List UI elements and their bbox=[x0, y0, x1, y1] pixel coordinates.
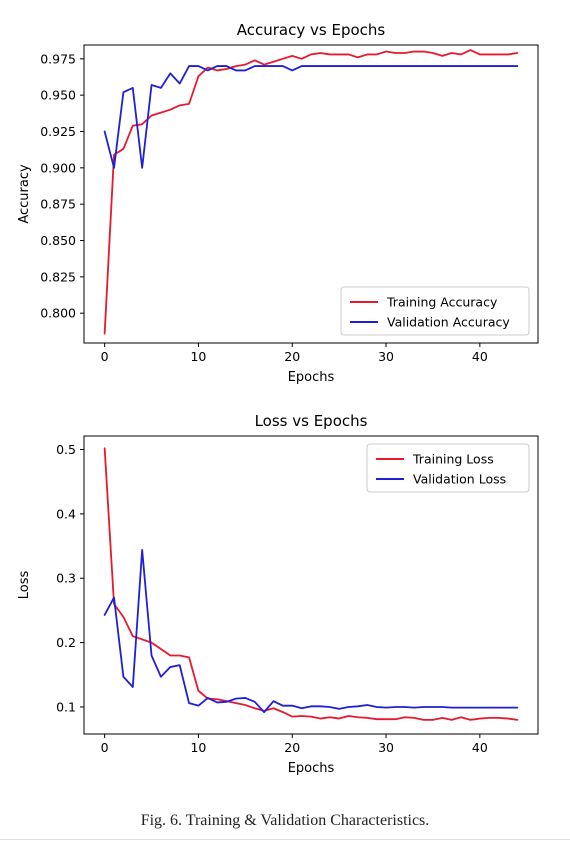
y-axis-label: Loss bbox=[17, 571, 32, 600]
x-axis-label: Epochs bbox=[288, 370, 335, 385]
series-line-training-loss bbox=[103, 447, 519, 721]
series-line-validation-accuracy bbox=[103, 65, 519, 169]
x-tick-label: 30 bbox=[378, 740, 394, 755]
y-tick-label: 0.2 bbox=[56, 635, 76, 650]
x-tick-label: 20 bbox=[284, 349, 300, 364]
y-tick-label: 0.5 bbox=[56, 442, 76, 457]
series-group bbox=[103, 447, 519, 721]
plot-frame bbox=[83, 435, 539, 735]
series-line-training-accuracy bbox=[103, 49, 519, 335]
y-tick-label: 0.900 bbox=[40, 160, 76, 175]
series-line-validation-loss bbox=[103, 549, 519, 714]
legend: Training Accuracy Validation Accuracy bbox=[340, 286, 530, 336]
y-tick-label: 0.875 bbox=[40, 197, 76, 212]
x-tick-label: 0 bbox=[101, 740, 109, 755]
legend-box bbox=[366, 443, 530, 493]
x-axis-label: Epochs bbox=[288, 761, 335, 776]
y-tick-label: 0.800 bbox=[40, 306, 76, 321]
y-axis-label: Accuracy bbox=[17, 164, 32, 224]
y-tick-label: 0.825 bbox=[40, 269, 76, 284]
y-tick-label: 0.4 bbox=[56, 506, 76, 521]
chart-0: Accuracy vs Epochs 0 10 20 30 40 0.800 0.825 0.8… bbox=[17, 21, 539, 385]
series-group bbox=[103, 49, 519, 335]
y-tick-label: 0.975 bbox=[40, 51, 76, 66]
legend-label: Training Accuracy bbox=[386, 295, 498, 310]
legend: Training Loss Validation Loss bbox=[366, 443, 530, 493]
x-tick-label: 20 bbox=[284, 740, 300, 755]
y-tick-label: 0.850 bbox=[40, 233, 76, 248]
x-tick-label: 0 bbox=[101, 349, 109, 364]
chart-title: Loss vs Epochs bbox=[255, 412, 368, 430]
x-tick-label: 30 bbox=[378, 349, 394, 364]
chart-title: Accuracy vs Epochs bbox=[237, 21, 386, 39]
y-tick-label: 0.3 bbox=[56, 571, 76, 586]
x-tick-label: 40 bbox=[472, 349, 488, 364]
x-tick-label: 40 bbox=[472, 740, 488, 755]
y-tick-label: 0.1 bbox=[56, 699, 76, 714]
legend-label: Validation Loss bbox=[413, 472, 506, 487]
figure-caption: Fig. 6. Training & Validation Characteri… bbox=[140, 812, 430, 829]
y-tick-label: 0.950 bbox=[40, 88, 76, 103]
chart-1: Loss vs Epochs 0 10 20 30 40 0.1 0.2 0.3 0.4 0.5 Ep… bbox=[17, 412, 539, 776]
legend-box bbox=[340, 286, 530, 336]
bottom-divider bbox=[0, 839, 570, 840]
legend-label: Validation Accuracy bbox=[387, 315, 510, 330]
x-tick-label: 10 bbox=[190, 740, 206, 755]
legend-label: Training Loss bbox=[412, 452, 494, 467]
plot-frame bbox=[83, 44, 539, 344]
x-tick-label: 10 bbox=[190, 349, 206, 364]
y-tick-label: 0.925 bbox=[40, 124, 76, 139]
